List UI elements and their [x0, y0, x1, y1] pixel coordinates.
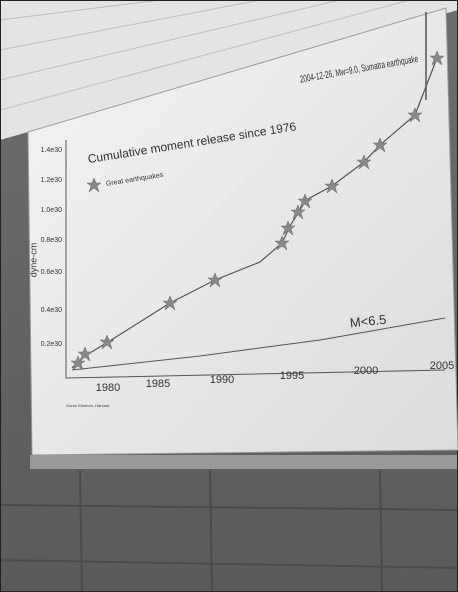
x-tick-label: 2005: [430, 360, 454, 372]
y-tick-label: 0.4e30: [41, 307, 63, 314]
x-tick-label: 2000: [354, 365, 378, 377]
x-tick-label: 1985: [146, 378, 170, 390]
y-tick-label: 0.8e30: [41, 237, 63, 244]
y-tick-label: 1.4e30: [41, 147, 63, 154]
y-tick-label: 1.2e30: [41, 177, 63, 184]
x-tick-label: 1980: [96, 382, 120, 394]
credit: Goran Ekstrom, Harvard: [66, 403, 109, 408]
y-tick-label: 0.6e30: [41, 269, 63, 276]
y-tick-label: 0.2e30: [41, 341, 63, 348]
y-tick-label: 1.0e30: [41, 207, 63, 214]
photo: Cumulative moment release since 1976 Gre…: [0, 0, 458, 592]
x-tick-label: 1990: [210, 374, 234, 386]
x-tick-label: 1995: [280, 370, 304, 382]
y-axis-label: dyne-cm: [28, 243, 38, 278]
